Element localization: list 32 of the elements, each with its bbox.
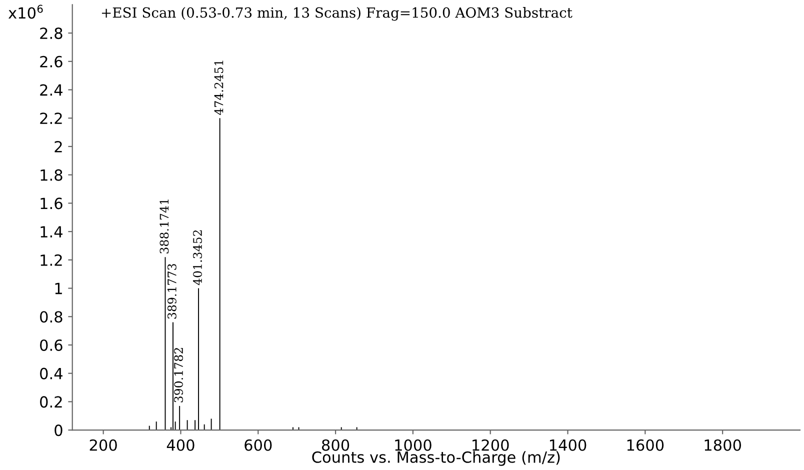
x-tick-label: 1800 [704,439,741,451]
annotation: 474.2451 [214,60,224,115]
y-tick-label: 1.4 [40,226,62,238]
x-tick-label: 1600 [627,439,664,451]
y-tick-label: 0.4 [40,368,62,380]
annotation: 388.1741 [160,200,169,254]
x-tick-label: 1200 [472,439,509,451]
x-tick-label: 1000 [395,439,432,451]
chart-title: +ESI Scan (0.53-0.73 min, 13 Scans) Frag=150.0 AOM3 Substract [102,7,572,21]
y-tick-label: 2 [54,140,62,152]
y-tick-label: 1.2 [40,254,62,266]
y-tick-label: 2.6 [40,56,62,68]
y-tick-label: 2.4 [40,84,62,96]
x-tick-label: 1400 [550,439,586,451]
x-axis-title: Counts vs. Mass-to-Charge (m/z) [312,451,560,466]
annotation: 390.1782 [174,348,183,402]
y-tick-label: 1.6 [40,198,62,210]
y-tick-label: 0.8 [40,311,62,323]
y-tick-label: 1.8 [40,169,62,181]
x-tick-label: 800 [322,439,350,451]
x-tick-label: 600 [244,439,272,451]
y-tick-label: 2.2 [40,112,62,124]
y-tick-label: 0.2 [40,396,62,408]
annotation: 389.1773 [167,264,176,319]
y-tick-label: 1 [55,282,62,294]
y-axis-title: x10$^{6}$ [8,4,43,19]
x-tick-label: 200 [90,439,117,451]
x-tick-label: 400 [166,439,194,451]
y-tick-label: 0 [54,424,62,436]
annotation: 401.3452 [193,230,202,286]
y-tick-label: 0.6 [40,339,62,351]
y-tick-label: 2.8 [40,28,62,40]
